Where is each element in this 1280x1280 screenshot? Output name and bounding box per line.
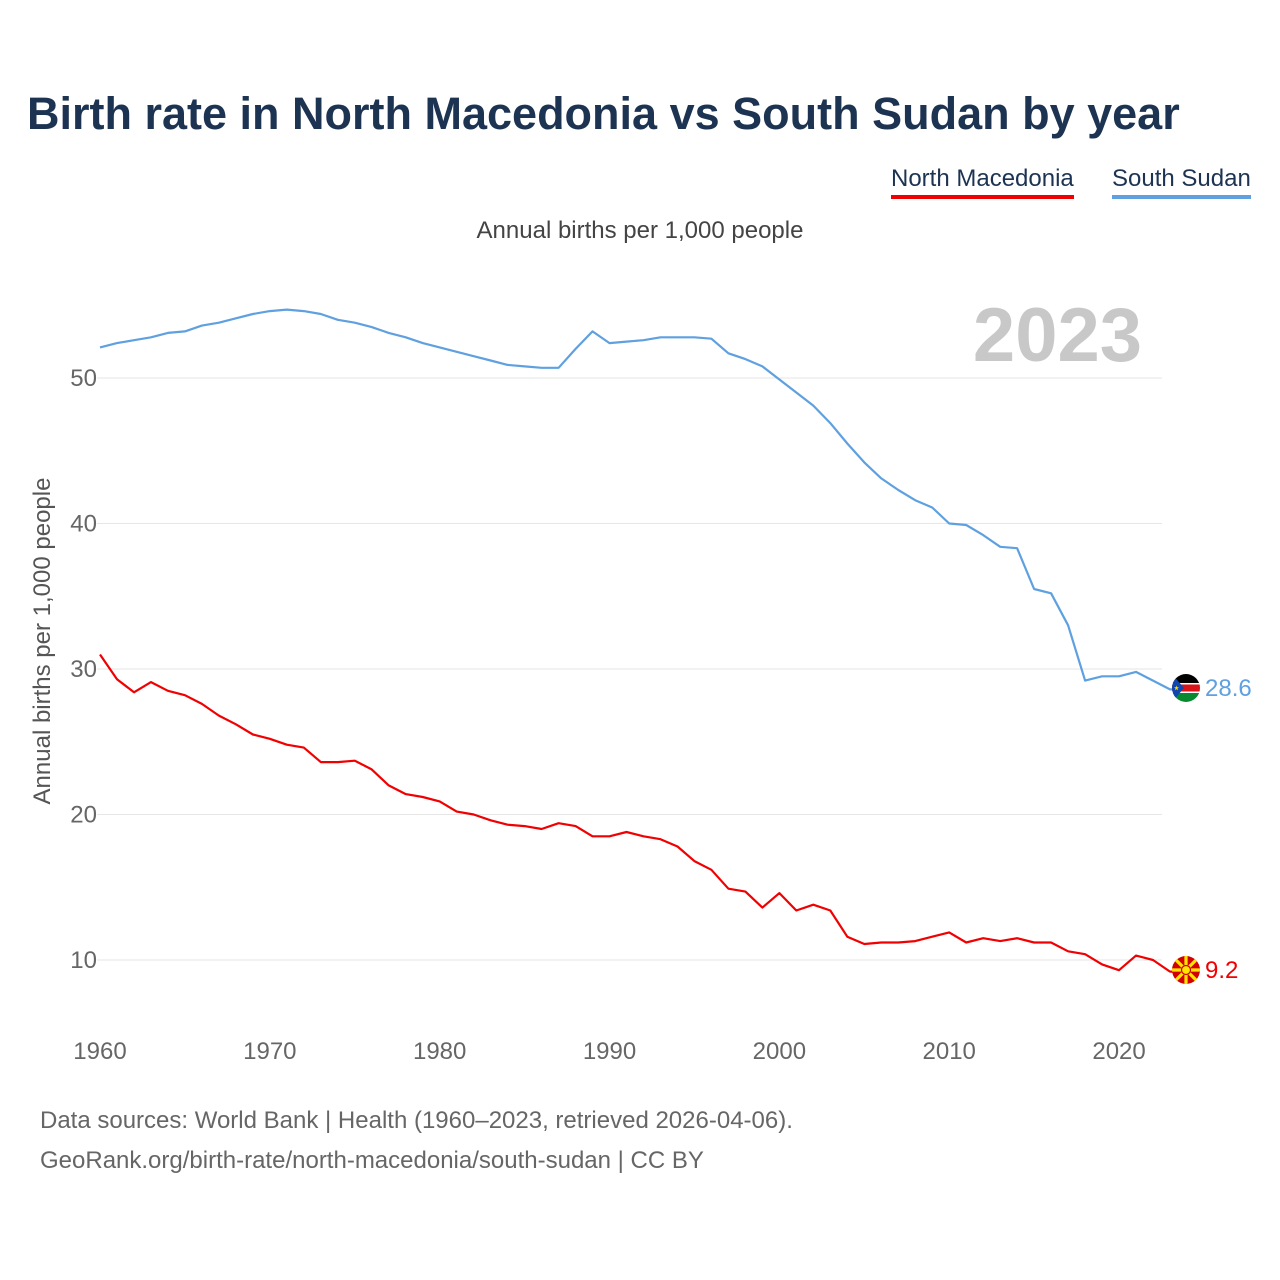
x-tick-1980: 1980 bbox=[413, 1038, 466, 1065]
south-sudan-end-value: 28.6 bbox=[1205, 675, 1252, 702]
legend-south-sudan[interactable]: South Sudan bbox=[1112, 165, 1251, 199]
y-tick-30: 30 bbox=[70, 656, 97, 683]
footer-sources: Data sources: World Bank | Health (1960–… bbox=[40, 1107, 793, 1134]
north-macedonia-end-value: 9.2 bbox=[1205, 957, 1238, 984]
footer-credit[interactable]: GeoRank.org/birth-rate/north-macedonia/s… bbox=[40, 1147, 704, 1174]
y-tick-50: 50 bbox=[70, 365, 97, 392]
x-tick-2000: 2000 bbox=[753, 1038, 806, 1065]
chart-subtitle: Annual births per 1,000 people bbox=[476, 217, 804, 244]
y-axis-label: Annual births per 1,000 people bbox=[29, 478, 56, 805]
series-line-south-sudan[interactable] bbox=[99, 308, 1186, 691]
y-tick-10: 10 bbox=[70, 947, 97, 974]
y-tick-labels: 10 20 30 40 50 bbox=[70, 365, 97, 974]
north-macedonia-flag-icon bbox=[1172, 956, 1200, 984]
series-line-north-macedonia[interactable] bbox=[99, 653, 1186, 973]
south-sudan-flag-icon bbox=[1172, 674, 1200, 702]
gridlines bbox=[97, 377, 1162, 961]
legend-north-macedonia-label: North Macedonia bbox=[891, 165, 1074, 192]
year-badge: 2023 bbox=[972, 293, 1142, 378]
x-tick-1960: 1960 bbox=[73, 1038, 126, 1065]
x-tick-2020: 2020 bbox=[1092, 1038, 1145, 1065]
x-tick-1990: 1990 bbox=[583, 1038, 636, 1065]
end-markers bbox=[1172, 674, 1200, 984]
chart-title: Birth rate in North Macedonia vs South S… bbox=[27, 88, 1180, 139]
x-tick-1970: 1970 bbox=[243, 1038, 296, 1065]
series-lines bbox=[99, 308, 1186, 973]
legend-south-sudan-label: South Sudan bbox=[1112, 165, 1251, 192]
x-tick-labels: 1960 1970 1980 1990 2000 2010 2020 bbox=[73, 1038, 1145, 1065]
legend-north-macedonia[interactable]: North Macedonia bbox=[891, 165, 1074, 199]
y-tick-40: 40 bbox=[70, 511, 97, 538]
y-tick-20: 20 bbox=[70, 802, 97, 829]
x-tick-2010: 2010 bbox=[923, 1038, 976, 1065]
